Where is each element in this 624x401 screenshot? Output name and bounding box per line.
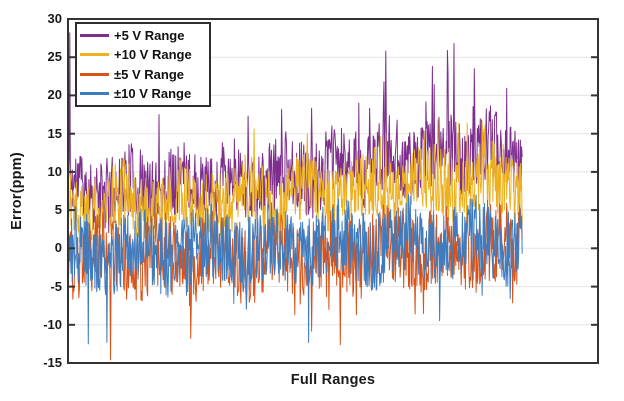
legend-line-swatch [80,53,109,57]
legend-label: ±10 V Range [114,85,192,101]
y-tick-label: -5 [50,278,62,294]
series-line [68,119,523,247]
series-group [68,32,523,361]
legend-line-swatch [80,34,109,38]
legend-item-pm10v: ±10 V Range [77,84,209,103]
legend-item-pm5v: ±5 V Range [77,65,209,84]
y-tick-label: 30 [47,11,62,26]
legend-label: +5 V Range [114,28,185,44]
y-tick-label: 10 [47,163,62,179]
y-tick-label: 0 [54,240,62,256]
legend-line-swatch [80,91,109,95]
legend: +5 V Range +10 V Range ±5 V Range ±10 V … [75,22,211,107]
legend-line-swatch [80,72,109,76]
y-tick-label: 5 [54,202,62,218]
y-tick-label: 15 [47,125,62,141]
y-tick-label: 20 [47,87,62,103]
x-axis-label: Full Ranges [290,372,376,388]
legend-label: +10 V Range [114,47,192,63]
legend-item-plus10v: +10 V Range [77,45,209,64]
y-tick-label: -10 [43,316,62,332]
legend-label: ±5 V Range [114,66,184,82]
y-tick-label: -15 [43,355,62,370]
legend-item-plus5v: +5 V Range [77,26,209,45]
axes-box [67,18,599,364]
y-tick-label: 25 [47,49,62,65]
series-line [68,194,523,345]
